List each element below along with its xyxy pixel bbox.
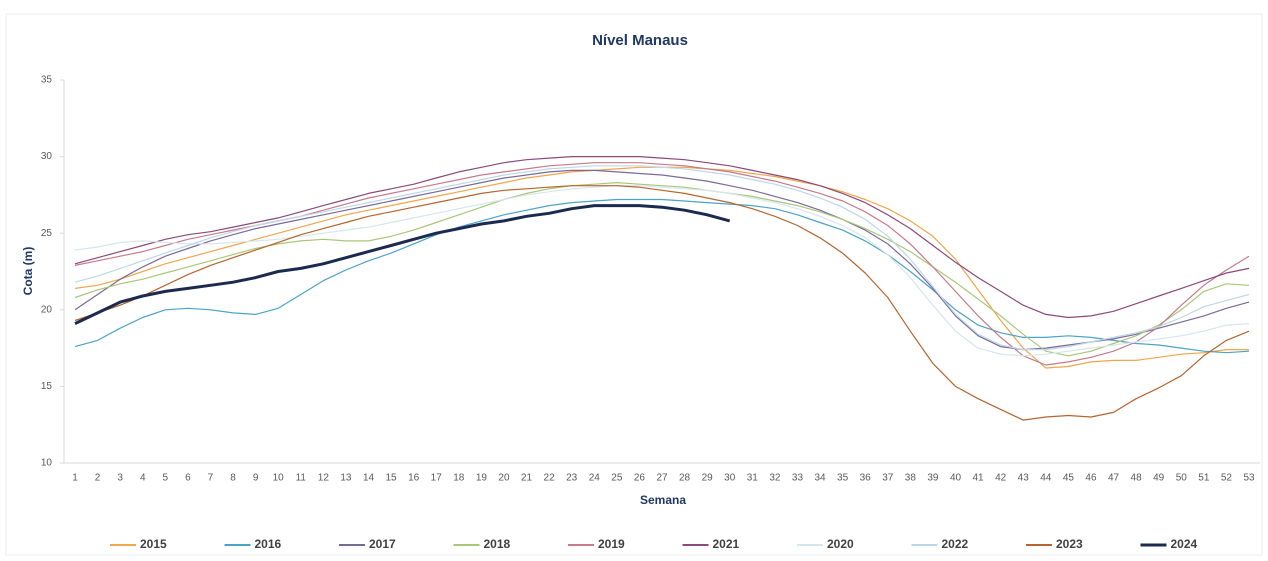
x-axis-label: Semana — [640, 493, 686, 507]
x-tick-label: 44 — [1040, 473, 1052, 484]
x-tick-label: 32 — [769, 473, 781, 484]
x-tick-label: 40 — [950, 473, 962, 484]
legend-label: 2021 — [713, 537, 740, 551]
x-tick-label: 38 — [905, 473, 917, 484]
x-tick-label: 17 — [431, 473, 443, 484]
x-tick-label: 39 — [927, 473, 939, 484]
x-tick-label: 23 — [566, 473, 578, 484]
x-tick-label: 22 — [544, 473, 556, 484]
series-line — [74, 204, 731, 325]
x-tick-label: 29 — [702, 473, 714, 484]
x-tick-label: 35 — [837, 473, 849, 484]
series-line — [74, 169, 1250, 351]
x-tick-label: 31 — [747, 473, 759, 484]
legend-label: 2016 — [255, 537, 282, 551]
x-tick-label: 53 — [1243, 473, 1255, 484]
x-tick-label: 24 — [589, 473, 601, 484]
x-tick-label: 30 — [724, 473, 736, 484]
legend-label: 2019 — [598, 537, 625, 551]
y-tick-label: 30 — [41, 151, 53, 162]
x-tick-label: 46 — [1085, 473, 1097, 484]
legend-label: 2017 — [369, 537, 396, 551]
x-tick-label: 2 — [95, 473, 101, 484]
x-tick-label: 11 — [296, 473, 307, 484]
x-tick-label: 48 — [1131, 473, 1143, 484]
x-tick-label: 20 — [498, 473, 510, 484]
x-tick-label: 36 — [860, 473, 872, 484]
x-tick-label: 42 — [995, 473, 1007, 484]
y-axis-label: Cota (m) — [21, 247, 35, 296]
x-tick-label: 34 — [814, 473, 826, 484]
y-tick-label: 20 — [41, 304, 53, 315]
x-tick-label: 49 — [1153, 473, 1165, 484]
series-line — [74, 156, 1250, 319]
x-tick-label: 7 — [208, 473, 214, 484]
x-tick-label: 28 — [679, 473, 691, 484]
legend-label: 2022 — [942, 537, 969, 551]
x-tick-label: 37 — [882, 473, 894, 484]
x-tick-label: 6 — [185, 473, 191, 484]
series-line — [74, 185, 1250, 357]
x-tick-label: 45 — [1063, 473, 1075, 484]
y-tick-label: 35 — [41, 75, 53, 86]
x-tick-label: 16 — [408, 473, 420, 484]
x-tick-label: 9 — [253, 473, 259, 484]
x-tick-label: 51 — [1198, 473, 1210, 484]
series-line — [74, 185, 1250, 421]
x-tick-label: 52 — [1221, 473, 1233, 484]
x-tick-label: 13 — [340, 473, 352, 484]
x-tick-label: 5 — [163, 473, 169, 484]
legend-label: 2015 — [140, 537, 167, 551]
legend-label: 2020 — [827, 537, 854, 551]
y-tick-label: 25 — [41, 228, 53, 239]
x-tick-label: 50 — [1176, 473, 1188, 484]
legend-label: 2018 — [484, 537, 511, 551]
x-tick-label: 25 — [611, 473, 623, 484]
x-tick-label: 21 — [521, 473, 533, 484]
card-border — [5, 13, 1263, 556]
legend-label: 2023 — [1056, 537, 1083, 551]
x-tick-label: 43 — [1018, 473, 1030, 484]
x-tick-label: 14 — [363, 473, 375, 484]
x-tick-label: 4 — [140, 473, 146, 484]
series-line — [74, 166, 1249, 369]
chart-title: Nível Manaus — [592, 32, 688, 49]
x-tick-label: 12 — [318, 473, 330, 484]
x-tick-label: 10 — [273, 473, 285, 484]
x-tick-label: 47 — [1108, 473, 1120, 484]
series-line — [74, 198, 1250, 354]
y-tick-label: 15 — [41, 381, 53, 392]
x-tick-label: 15 — [386, 473, 398, 484]
x-tick-label: 1 — [72, 473, 78, 484]
series-line — [74, 162, 1250, 366]
x-tick-label: 27 — [656, 473, 668, 484]
x-tick-label: 8 — [230, 473, 236, 484]
x-tick-label: 3 — [117, 473, 123, 484]
x-tick-label: 41 — [973, 473, 985, 484]
x-tick-label: 18 — [453, 473, 465, 484]
x-tick-label: 33 — [792, 473, 804, 484]
x-tick-label: 19 — [476, 473, 488, 484]
series-line — [74, 165, 1250, 351]
y-tick-label: 10 — [41, 458, 53, 469]
x-tick-label: 26 — [634, 473, 646, 484]
legend-label: 2024 — [1171, 537, 1198, 551]
